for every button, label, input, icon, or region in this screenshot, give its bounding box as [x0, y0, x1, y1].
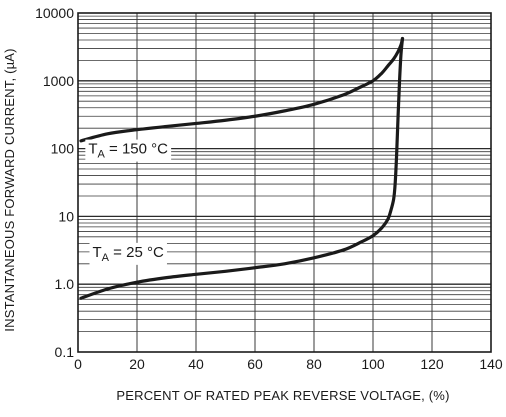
x-tick-label: 80: [306, 356, 322, 372]
x-tick-label: 40: [188, 356, 204, 372]
x-tick-label: 140: [479, 356, 503, 372]
annotation-ta-25c: TA = 25 °C: [93, 244, 164, 264]
y-tick-label: 10: [58, 208, 74, 224]
x-tick-labels: 0 20 40 60 80 100 120 140: [74, 356, 503, 372]
x-tick-label: 100: [361, 356, 385, 372]
series-layer: [79, 36, 405, 300]
x-tick-label: 20: [129, 356, 145, 372]
x-tick-label: 60: [247, 356, 263, 372]
series-line-ta-150c: [79, 36, 405, 143]
y-tick-label: 0.1: [55, 344, 75, 360]
annotation-background: [89, 242, 167, 265]
annotation-ta-150c: TA = 150 °C: [88, 141, 168, 161]
series-line-ta-25c: [79, 36, 405, 300]
y-axis-title: INSTANTANEOUS FORWARD CURRENT, (µA): [2, 48, 17, 331]
y-tick-label: 10000: [35, 5, 74, 21]
y-tick-label: 1000: [43, 73, 74, 89]
x-tick-label: 120: [420, 356, 444, 372]
y-tick-labels: 0.1 1.0 10 100 1000 10000: [35, 5, 74, 360]
y-tick-label: 1.0: [55, 276, 75, 292]
plot-frame: [77, 12, 492, 353]
annotation-background: [85, 139, 172, 162]
x-axis-title: PERCENT OF RATED PEAK REVERSE VOLTAGE, (…: [116, 388, 449, 403]
annotation-layer: TA = 150 °C TA = 25 °C: [85, 139, 172, 265]
x-tick-label: 0: [74, 356, 82, 372]
y-tick-label: 100: [51, 141, 75, 157]
grid: [78, 13, 491, 352]
